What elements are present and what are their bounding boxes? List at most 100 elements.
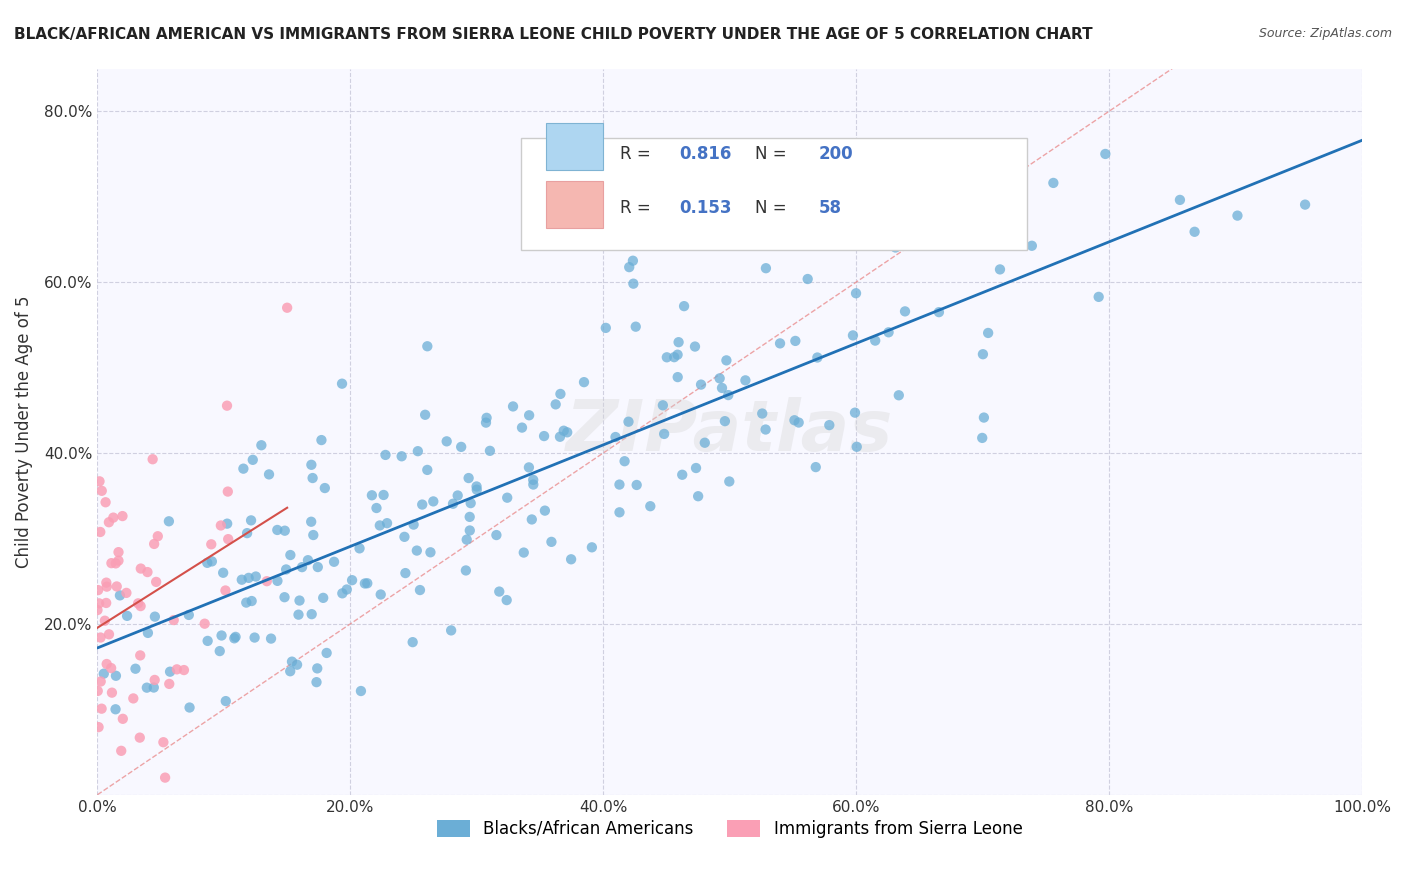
Blacks/African Americans bbox=[374, 448, 396, 462]
Blacks/African Americans bbox=[257, 467, 280, 482]
Blacks/African Americans bbox=[276, 562, 298, 576]
Immigrants from Sierra Leone bbox=[111, 712, 134, 726]
Blacks/African Americans bbox=[224, 632, 246, 646]
Immigrants from Sierra Leone bbox=[90, 701, 112, 715]
Blacks/African Americans bbox=[856, 222, 879, 236]
Blacks/African Americans bbox=[361, 488, 384, 502]
Blacks/African Americans bbox=[260, 632, 283, 646]
Blacks/African Americans bbox=[560, 552, 582, 566]
Immigrants from Sierra Leone bbox=[94, 614, 117, 628]
Blacks/African Americans bbox=[617, 415, 640, 429]
Immigrants from Sierra Leone bbox=[96, 575, 118, 590]
Immigrants from Sierra Leone bbox=[89, 524, 111, 539]
Immigrants from Sierra Leone bbox=[96, 596, 118, 610]
Blacks/African Americans bbox=[330, 376, 353, 391]
FancyBboxPatch shape bbox=[522, 137, 1026, 250]
Text: BLACK/AFRICAN AMERICAN VS IMMIGRANTS FROM SIERRA LEONE CHILD POVERTY UNDER THE A: BLACK/AFRICAN AMERICAN VS IMMIGRANTS FRO… bbox=[14, 27, 1092, 42]
Blacks/African Americans bbox=[785, 334, 807, 348]
Blacks/African Americans bbox=[693, 435, 716, 450]
Blacks/African Americans bbox=[1168, 193, 1191, 207]
Blacks/African Americans bbox=[297, 553, 319, 567]
Blacks/African Americans bbox=[419, 545, 441, 559]
Blacks/African Americans bbox=[988, 262, 1011, 277]
Blacks/African Americans bbox=[195, 556, 218, 570]
Blacks/African Americans bbox=[619, 260, 641, 274]
Immigrants from Sierra Leone bbox=[96, 580, 118, 594]
Blacks/African Americans bbox=[299, 458, 322, 472]
Blacks/African Americans bbox=[373, 488, 395, 502]
Immigrants from Sierra Leone bbox=[87, 583, 110, 598]
Blacks/African Americans bbox=[240, 594, 263, 608]
Blacks/African Americans bbox=[274, 524, 297, 538]
Immigrants from Sierra Leone bbox=[173, 663, 195, 677]
Immigrants from Sierra Leone bbox=[87, 596, 110, 610]
Blacks/African Americans bbox=[651, 398, 673, 412]
Blacks/African Americans bbox=[671, 467, 693, 482]
Blacks/African Americans bbox=[1042, 176, 1064, 190]
Immigrants from Sierra Leone bbox=[87, 684, 110, 698]
Immigrants from Sierra Leone bbox=[200, 537, 222, 551]
Blacks/African Americans bbox=[1021, 239, 1043, 253]
Blacks/African Americans bbox=[555, 425, 578, 440]
Text: N =: N = bbox=[755, 145, 792, 162]
Text: ZIPatlas: ZIPatlas bbox=[567, 397, 893, 467]
Blacks/African Americans bbox=[605, 430, 627, 444]
Blacks/African Americans bbox=[928, 305, 950, 319]
Immigrants from Sierra Leone bbox=[217, 532, 239, 546]
Blacks/African Americans bbox=[1294, 197, 1316, 211]
Blacks/African Americans bbox=[845, 286, 868, 301]
Blacks/African Americans bbox=[245, 569, 267, 583]
Immigrants from Sierra Leone bbox=[86, 603, 108, 617]
Blacks/African Americans bbox=[544, 397, 567, 411]
Blacks/African Americans bbox=[157, 514, 180, 528]
Blacks/African Americans bbox=[716, 353, 738, 368]
Blacks/African Americans bbox=[143, 609, 166, 624]
Text: 0.816: 0.816 bbox=[679, 145, 731, 162]
Blacks/African Americans bbox=[1002, 219, 1025, 234]
Blacks/African Americans bbox=[375, 516, 398, 531]
Immigrants from Sierra Leone bbox=[89, 475, 111, 489]
Blacks/African Americans bbox=[349, 541, 371, 556]
Blacks/African Americans bbox=[595, 321, 617, 335]
Blacks/African Americans bbox=[235, 596, 257, 610]
Blacks/African Americans bbox=[664, 350, 686, 364]
Blacks/African Americans bbox=[394, 530, 416, 544]
Blacks/African Americans bbox=[666, 370, 689, 384]
Immigrants from Sierra Leone bbox=[111, 509, 134, 524]
Blacks/African Americans bbox=[609, 477, 631, 491]
Immigrants from Sierra Leone bbox=[215, 399, 238, 413]
Blacks/African Americans bbox=[845, 440, 868, 454]
Immigrants from Sierra Leone bbox=[129, 599, 152, 613]
Blacks/African Americans bbox=[312, 591, 335, 605]
Blacks/African Americans bbox=[285, 657, 308, 672]
FancyBboxPatch shape bbox=[547, 181, 603, 228]
Blacks/African Americans bbox=[288, 593, 311, 607]
Blacks/African Americans bbox=[972, 347, 994, 361]
Blacks/African Americans bbox=[240, 513, 263, 527]
Blacks/African Americans bbox=[307, 661, 329, 675]
Blacks/African Americans bbox=[502, 400, 524, 414]
Immigrants from Sierra Leone bbox=[153, 771, 176, 785]
Blacks/African Americans bbox=[806, 351, 828, 365]
Blacks/African Americans bbox=[685, 461, 707, 475]
Blacks/African Americans bbox=[522, 473, 544, 487]
Blacks/African Americans bbox=[485, 528, 508, 542]
Blacks/African Americans bbox=[804, 460, 827, 475]
Blacks/African Americans bbox=[454, 564, 477, 578]
Immigrants from Sierra Leone bbox=[166, 662, 188, 676]
Blacks/African Americans bbox=[447, 488, 470, 502]
Blacks/African Americans bbox=[402, 517, 425, 532]
Blacks/African Americans bbox=[666, 348, 689, 362]
Blacks/African Americans bbox=[177, 607, 200, 622]
Blacks/African Americans bbox=[208, 644, 231, 658]
Blacks/African Americans bbox=[1226, 209, 1249, 223]
Immigrants from Sierra Leone bbox=[152, 735, 174, 749]
Blacks/African Americans bbox=[411, 498, 433, 512]
Blacks/African Americans bbox=[796, 272, 818, 286]
Immigrants from Sierra Leone bbox=[90, 674, 112, 689]
Blacks/African Americans bbox=[1184, 225, 1206, 239]
Blacks/African Americans bbox=[609, 505, 631, 519]
Blacks/African Americans bbox=[104, 669, 127, 683]
Blacks/African Americans bbox=[212, 566, 235, 580]
Blacks/African Americans bbox=[441, 497, 464, 511]
